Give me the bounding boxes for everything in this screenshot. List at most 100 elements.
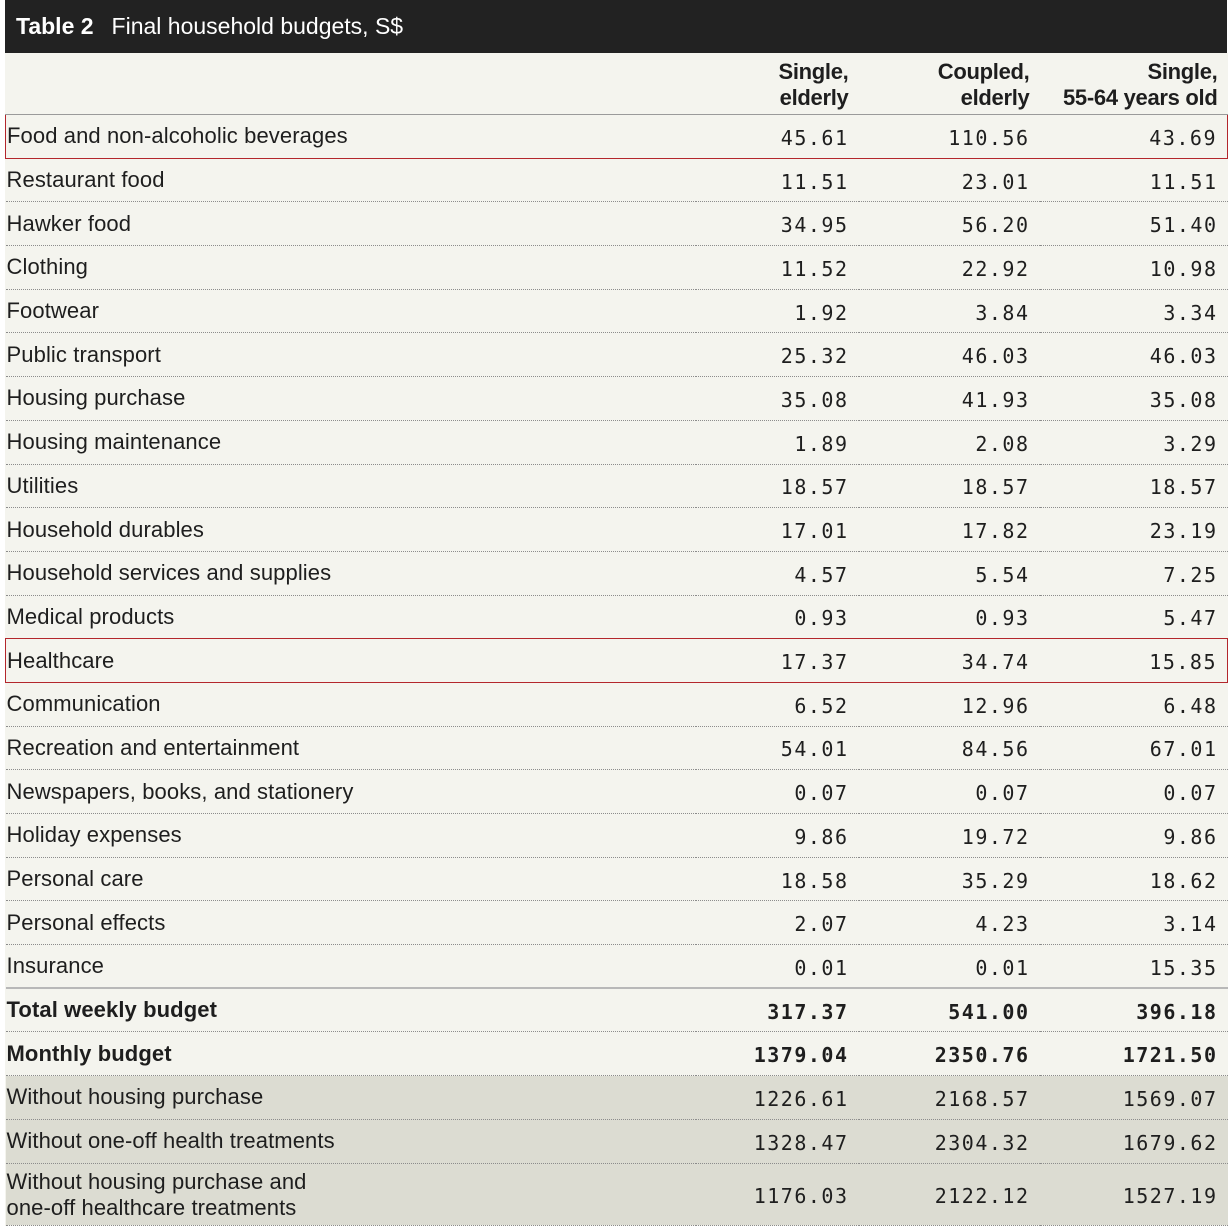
total-label: Total weekly budget bbox=[5, 987, 696, 1033]
variant-value: 1527.19 bbox=[1039, 1163, 1228, 1226]
variant-label-line: one-off healthcare treatments bbox=[6, 1195, 297, 1220]
table-row: Utilities 18.57 18.57 18.57 bbox=[5, 464, 1228, 509]
table-title-bar: Table 2 Final household budgets, S$ bbox=[5, 0, 1227, 53]
row-label: Newspapers, books, and stationery bbox=[5, 769, 696, 814]
total-value: 317.37 bbox=[695, 987, 859, 1033]
row-value: 3.29 bbox=[1039, 420, 1228, 465]
row-value: 18.57 bbox=[1039, 464, 1228, 509]
row-value: 19.72 bbox=[858, 813, 1040, 858]
row-value: 0.07 bbox=[1039, 769, 1228, 814]
table-row: Housing purchase 35.08 41.93 35.08 bbox=[5, 376, 1228, 421]
row-value: 23.01 bbox=[858, 158, 1040, 203]
row-value: 15.35 bbox=[1039, 944, 1228, 989]
row-value: 67.01 bbox=[1039, 726, 1228, 771]
row-value: 43.69 bbox=[1039, 114, 1228, 159]
row-value: 6.52 bbox=[695, 682, 859, 727]
row-value: 46.03 bbox=[858, 332, 1040, 378]
row-label: Housing purchase bbox=[5, 376, 696, 421]
row-label: Household durables bbox=[5, 507, 696, 552]
column-header: Single, elderly bbox=[695, 53, 859, 115]
table-container: Table 2 Final household budgets, S$ Sing… bbox=[5, 0, 1228, 1226]
row-value: 17.37 bbox=[695, 638, 859, 683]
row-value: 1.92 bbox=[695, 289, 859, 334]
total-value: 541.00 bbox=[858, 987, 1040, 1033]
row-value: 46.03 bbox=[1039, 332, 1228, 378]
row-value: 0.93 bbox=[858, 595, 1040, 640]
row-value: 17.01 bbox=[695, 507, 859, 552]
variant-value: 1569.07 bbox=[1039, 1075, 1228, 1120]
row-value: 5.54 bbox=[858, 551, 1040, 596]
table-row: Newspapers, books, and stationery 0.07 0.0… bbox=[5, 769, 1228, 814]
table-row: Household services and supplies 4.57 5.54 7… bbox=[5, 551, 1228, 596]
row-label: Communication bbox=[5, 682, 696, 727]
row-value: 56.20 bbox=[858, 201, 1040, 247]
total-value: 396.18 bbox=[1039, 987, 1228, 1033]
row-value: 2.07 bbox=[695, 900, 859, 946]
row-value: 11.51 bbox=[1039, 158, 1228, 203]
row-label: Hawker food bbox=[5, 201, 696, 247]
row-value: 84.56 bbox=[858, 726, 1040, 771]
total-value: 1379.04 bbox=[695, 1031, 859, 1077]
budget-table: Single, elderly Coupled, elderly Single, 55… bbox=[5, 53, 1228, 1226]
total-label: Monthly budget bbox=[5, 1031, 696, 1077]
row-value: 12.96 bbox=[858, 682, 1040, 727]
row-label: Utilities bbox=[5, 464, 696, 509]
table-row: Holiday expenses 9.86 19.72 9.86 bbox=[5, 813, 1228, 858]
row-label: Household services and supplies bbox=[5, 551, 696, 596]
column-header: Coupled, elderly bbox=[858, 53, 1040, 115]
table-row: Public transport 25.32 46.03 46.03 bbox=[5, 332, 1228, 378]
variant-value: 2304.32 bbox=[858, 1119, 1040, 1164]
table-title: Final household budgets, S$ bbox=[111, 13, 404, 39]
variant-label: Without one-off health treatments bbox=[5, 1119, 696, 1164]
variant-row: Without housing purchase and one-off heal… bbox=[5, 1163, 1228, 1226]
row-label: Food and non-alcoholic beverages bbox=[5, 114, 696, 159]
table-row: Restaurant food 11.51 23.01 11.51 bbox=[5, 158, 1228, 203]
variant-row: Without one-off health treatments 1328.47… bbox=[5, 1119, 1228, 1164]
total-row: Total weekly budget 317.37 541.00 396.18 bbox=[5, 987, 1228, 1033]
row-label: Healthcare bbox=[5, 638, 696, 683]
row-label: Insurance bbox=[5, 944, 696, 989]
row-value: 18.58 bbox=[695, 857, 859, 902]
row-value: 15.85 bbox=[1039, 638, 1228, 683]
row-value: 4.57 bbox=[695, 551, 859, 596]
row-value: 25.32 bbox=[695, 332, 859, 378]
row-value: 110.56 bbox=[858, 114, 1040, 159]
row-value: 11.52 bbox=[695, 245, 859, 290]
row-value: 35.08 bbox=[695, 376, 859, 421]
table-row: Footwear 1.92 3.84 3.34 bbox=[5, 289, 1228, 334]
table-row: Personal effects 2.07 4.23 3.14 bbox=[5, 900, 1228, 946]
row-value: 0.01 bbox=[695, 944, 859, 989]
row-value: 0.01 bbox=[858, 944, 1040, 989]
table-row: Household durables 17.01 17.82 23.19 bbox=[5, 507, 1228, 552]
row-value: 45.61 bbox=[695, 114, 859, 159]
row-label: Holiday expenses bbox=[5, 813, 696, 858]
row-value: 34.95 bbox=[695, 201, 859, 247]
row-value: 0.07 bbox=[695, 769, 859, 814]
table-row: Clothing 11.52 22.92 10.98 bbox=[5, 245, 1228, 290]
total-value: 1721.50 bbox=[1039, 1031, 1228, 1077]
row-value: 23.19 bbox=[1039, 507, 1228, 552]
table-row: Medical products 0.93 0.93 5.47 bbox=[5, 595, 1228, 640]
total-row: Monthly budget 1379.04 2350.76 1721.50 bbox=[5, 1031, 1228, 1077]
row-value: 10.98 bbox=[1039, 245, 1228, 290]
variant-label-line: Without housing purchase and bbox=[6, 1169, 307, 1194]
row-value: 4.23 bbox=[858, 900, 1040, 946]
row-value: 18.62 bbox=[1039, 857, 1228, 902]
row-value: 22.92 bbox=[858, 245, 1040, 290]
row-label: Recreation and entertainment bbox=[5, 726, 696, 771]
row-value: 0.07 bbox=[858, 769, 1040, 814]
row-value: 51.40 bbox=[1039, 201, 1228, 247]
variant-value: 2168.57 bbox=[858, 1075, 1040, 1120]
table-row: Healthcare 17.37 34.74 15.85 bbox=[5, 638, 1228, 683]
table-row: Insurance 0.01 0.01 15.35 bbox=[5, 944, 1228, 989]
table-row: Recreation and entertainment 54.01 84.56 67… bbox=[5, 726, 1228, 771]
row-value: 18.57 bbox=[858, 464, 1040, 509]
table-row: Hawker food 34.95 56.20 51.40 bbox=[5, 201, 1228, 247]
row-value: 2.08 bbox=[858, 420, 1040, 465]
row-value: 3.84 bbox=[858, 289, 1040, 334]
row-label: Medical products bbox=[5, 595, 696, 640]
variant-label: Without housing purchase bbox=[5, 1075, 696, 1120]
row-value: 35.08 bbox=[1039, 376, 1228, 421]
row-value: 1.89 bbox=[695, 420, 859, 465]
row-label: Housing maintenance bbox=[5, 420, 696, 465]
